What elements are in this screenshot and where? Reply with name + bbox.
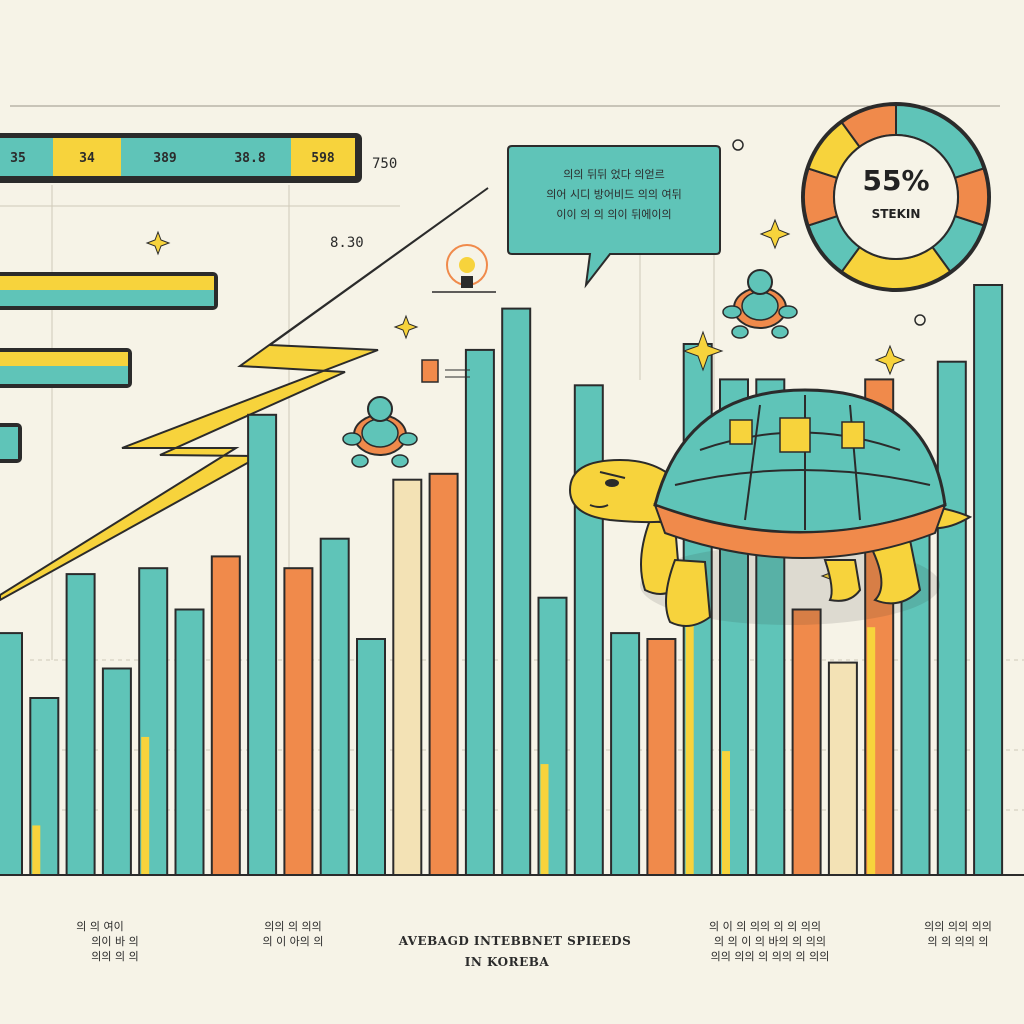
bar-3: [101, 667, 132, 876]
bar-17: [610, 632, 641, 876]
bar-16: [573, 384, 604, 876]
tab-label: 38.8: [234, 151, 265, 166]
caption-line: 의 이 의 의의 의 의 의의: [709, 920, 821, 933]
caption-line: 의의 의 의의: [264, 920, 322, 933]
bar-22: [791, 608, 822, 876]
donut-chart: [801, 102, 991, 292]
caption-line: 의 이 아의 의: [262, 935, 323, 948]
bar-18: [646, 638, 677, 876]
caption-line: 의 의 의의 의: [927, 935, 988, 948]
bar-accent-4: [141, 736, 150, 875]
bar-accent-19: [685, 582, 694, 875]
tab-label: 598: [311, 151, 335, 166]
bar-accent-1: [32, 825, 41, 875]
tab-3[interactable]: [209, 138, 291, 176]
tab-label: 389: [153, 151, 176, 166]
caption-line: 의의 의의 의 의의 의 의의: [711, 950, 830, 963]
bar-7: [247, 413, 278, 876]
small-turtle-icon: [342, 396, 418, 468]
tab-label: 35: [10, 151, 26, 166]
bar-6: [210, 555, 241, 877]
bar-8: [283, 567, 314, 876]
bar-12: [428, 472, 459, 876]
bar-13: [464, 348, 495, 876]
tab-1[interactable]: [53, 138, 121, 176]
tab-2[interactable]: [121, 138, 209, 176]
bar-26: [936, 360, 967, 876]
chart-title: IN KOREBA: [465, 955, 550, 969]
bar-accent-20: [722, 751, 730, 875]
small-turtle-icon: [722, 269, 798, 339]
caption-line: 의 의 여이: [76, 920, 123, 933]
caption-line: 의의 의 의: [91, 950, 138, 963]
donut-center: [833, 134, 959, 260]
bar-9: [319, 537, 350, 876]
caption-line: 의이 바 의: [91, 935, 138, 948]
caption-line: 의 의 이 의 바의 의 의의: [714, 935, 826, 948]
tab-0[interactable]: [0, 138, 53, 176]
bar-accent-15: [540, 764, 549, 875]
chart-title: AVEBAGD INTEBBNET SPIEEDS: [398, 934, 632, 948]
speech-line: 의어 시디 방어비드 의의 여뒤: [546, 188, 681, 201]
turtle-illustration: [568, 388, 973, 627]
speech-line: 의의 뒤뒤 었다 의얻르: [563, 168, 665, 181]
lightbulb-icon: [432, 244, 496, 293]
speech-line: 이이 의 의 의이 뒤에이의: [556, 208, 671, 221]
plant-pot-icon: [421, 359, 470, 383]
bar-10: [356, 638, 386, 876]
caption-row: 의 의 여이 의이 바 의 의의 의 의 의의 의 의의 의 이 아의 의 AV…: [76, 920, 992, 969]
dot-icon: [732, 139, 744, 151]
speech-bubble: 의의 뒤뒤 었다 의얻르 의어 시디 방어비드 의의 여뒤 이이 의 의 의이 …: [507, 145, 721, 289]
donut-label: STEKIN: [872, 207, 921, 221]
dot-icon: [914, 314, 926, 326]
bar-5: [174, 608, 205, 876]
bar-14: [501, 307, 532, 877]
bar-2: [65, 573, 96, 876]
bar-0: [0, 632, 23, 876]
top-tab-bar: 35 34 389 38.8 598: [0, 133, 362, 183]
bar-27: [973, 284, 1004, 876]
tab-4[interactable]: [291, 138, 355, 176]
float-label-830: 8.30: [330, 235, 364, 251]
horizontal-bars: [0, 272, 218, 463]
tab-label: 34: [79, 151, 95, 166]
caption-line: 의의 의의 의의: [924, 920, 992, 933]
bar-23: [827, 661, 858, 876]
bar-accent-24: [867, 627, 876, 875]
bar-11: [392, 478, 423, 876]
lightning-bolt-icon: [0, 187, 489, 602]
float-label-750: 750: [372, 156, 397, 172]
donut-value: 55%: [862, 164, 929, 197]
